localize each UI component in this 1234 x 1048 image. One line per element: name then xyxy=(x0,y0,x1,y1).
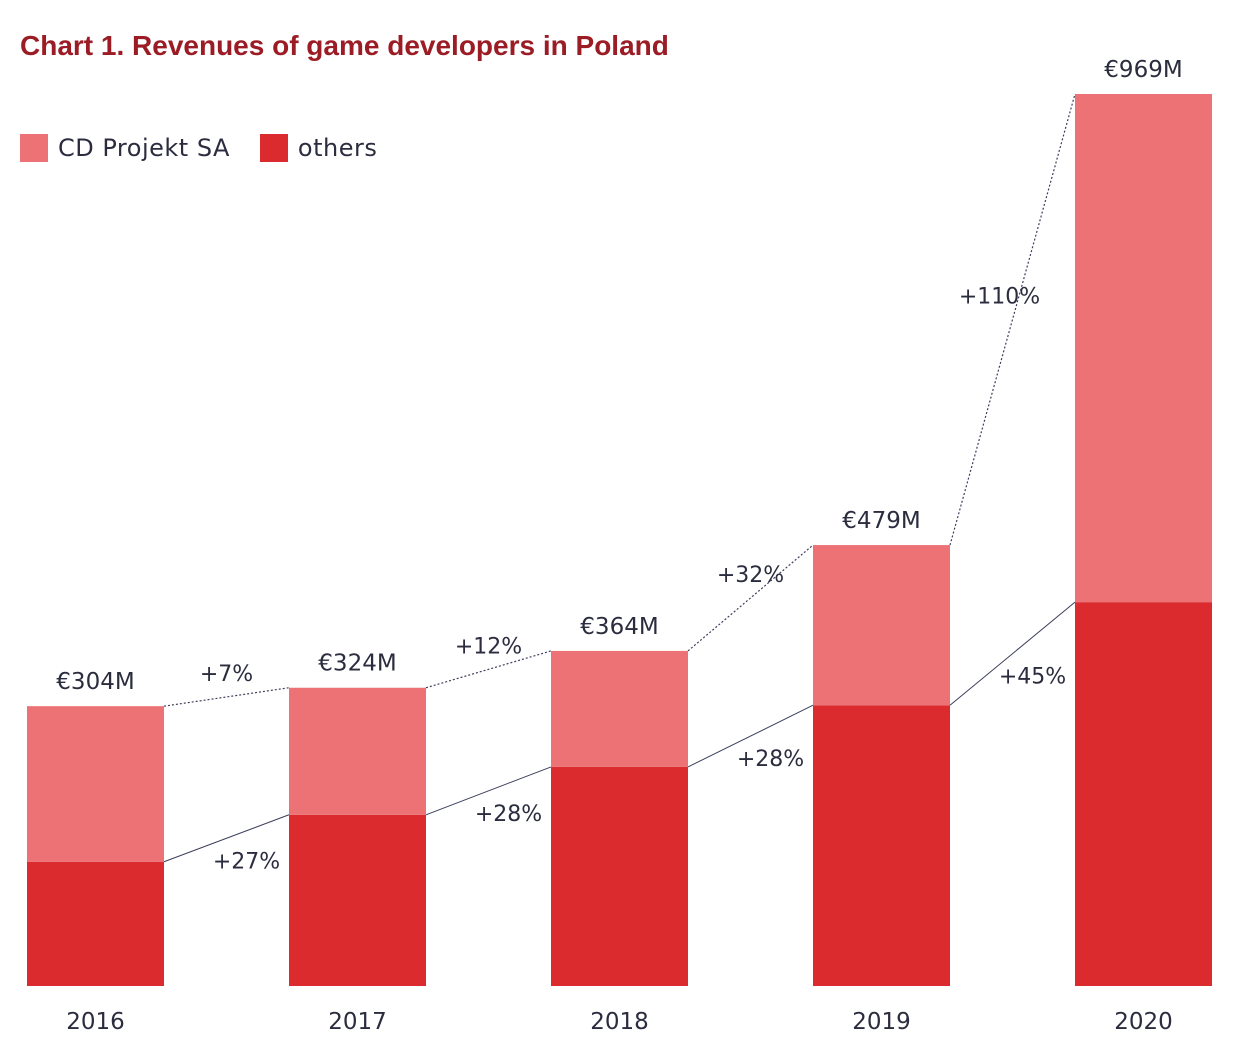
bar-cd-projekt-2017 xyxy=(289,687,426,815)
growth-others-label-1: +28% xyxy=(475,802,542,827)
bar-others-2018 xyxy=(551,766,688,986)
bar-cd-projekt-2018 xyxy=(551,650,688,767)
growth-total-label-0: +7% xyxy=(200,662,253,687)
legend: CD Projekt SA others xyxy=(20,134,407,162)
x-tick-2017: 2017 xyxy=(328,1009,387,1035)
total-label-2018: €364M xyxy=(580,614,658,640)
x-tick-2018: 2018 xyxy=(590,1009,649,1035)
connector-total-2 xyxy=(687,544,814,652)
connector-total-3 xyxy=(949,93,1076,546)
total-label-2017: €324M xyxy=(318,651,396,677)
connector-others-0 xyxy=(163,814,290,863)
legend-swatch-cd-projekt xyxy=(20,134,48,162)
growth-others-label-0: +27% xyxy=(213,849,280,874)
bar-others-2017 xyxy=(289,814,426,986)
total-label-2020: €969M xyxy=(1104,57,1182,83)
legend-item-cd-projekt: CD Projekt SA xyxy=(20,134,230,162)
bar-others-2019 xyxy=(813,705,950,986)
connector-others-3 xyxy=(949,601,1076,706)
connector-total-1 xyxy=(425,650,552,689)
growth-total-label-1: +12% xyxy=(455,634,522,659)
growth-total-label-3: +110% xyxy=(959,285,1040,310)
bar-cd-projekt-2016 xyxy=(27,706,164,862)
chart-title: Chart 1. Revenues of game developers in … xyxy=(20,30,669,61)
legend-item-others: others xyxy=(259,134,378,162)
growth-others-label-2: +28% xyxy=(737,747,804,772)
bar-cd-projekt-2019 xyxy=(813,545,950,706)
total-label-2019: €479M xyxy=(842,508,920,534)
bar-cd-projekt-2020 xyxy=(1075,94,1212,603)
connector-others-1 xyxy=(425,766,552,816)
growth-others-label-3: +45% xyxy=(999,665,1066,690)
total-label-2016: €304M xyxy=(56,669,134,695)
legend-swatch-others xyxy=(259,134,288,162)
legend-label-others: others xyxy=(297,134,378,162)
bar-others-2016 xyxy=(27,861,164,986)
growth-total-label-2: +32% xyxy=(717,563,784,588)
connector-others-2 xyxy=(687,704,814,768)
x-tick-2020: 2020 xyxy=(1114,1009,1173,1035)
legend-label-cd-projekt: CD Projekt SA xyxy=(58,134,230,162)
x-tick-2016: 2016 xyxy=(66,1009,125,1035)
connector-total-0 xyxy=(163,687,290,707)
x-tick-2019: 2019 xyxy=(852,1009,911,1035)
bar-others-2020 xyxy=(1075,602,1212,986)
